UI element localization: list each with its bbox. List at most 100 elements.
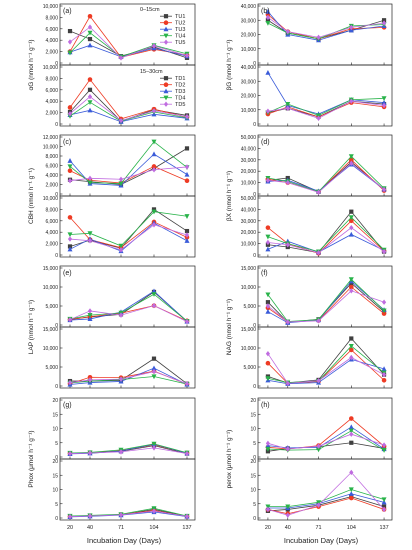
data-point-TD4 xyxy=(265,234,271,240)
legend-label-TU5: TU5 xyxy=(175,40,185,46)
y-tick-label: 0 xyxy=(253,323,256,329)
legend-label-TU4: TU4 xyxy=(175,34,185,40)
data-point-TD5 xyxy=(265,506,271,513)
y-tick-label: 2,000 xyxy=(45,111,58,117)
data-point-TU5 xyxy=(67,450,73,457)
data-point-TU3 xyxy=(87,316,93,322)
y-tick-label: 10 xyxy=(250,488,256,494)
data-point-TD5 xyxy=(265,351,271,357)
data-point-TU4 xyxy=(348,428,354,434)
data-point-TD5 xyxy=(151,508,157,514)
data-point-TD5 xyxy=(265,239,271,246)
data-point-TU5 xyxy=(316,443,321,449)
series-line-TU2 xyxy=(267,286,385,323)
data-point-TU4 xyxy=(151,292,157,297)
legend-label-TD2: TD2 xyxy=(175,83,185,89)
data-point-TD4 xyxy=(348,215,354,221)
data-point-TD2 xyxy=(265,225,271,230)
data-point-TD4 xyxy=(381,96,387,102)
data-point-TU5 xyxy=(265,303,271,309)
y-tick-label: 5 xyxy=(253,502,256,508)
data-point-TU3 xyxy=(87,42,93,48)
data-point-TD3 xyxy=(265,70,271,75)
series-line-TD2 xyxy=(69,217,188,249)
data-point-TU2 xyxy=(349,416,354,421)
y-tick-label: 5,000 xyxy=(45,365,58,371)
subplot-lower: 0 10,000 20,000 30,000 40,000 xyxy=(241,64,393,128)
data-point-TU3 xyxy=(184,171,190,177)
data-point-TD1 xyxy=(151,356,157,361)
data-point-TD5 xyxy=(316,115,321,121)
y-tick-label: 30,000 xyxy=(241,158,257,164)
data-point-TU4 xyxy=(316,447,322,453)
data-point-TD5 xyxy=(184,113,190,120)
data-point-TD3 xyxy=(184,238,190,243)
y-tick-label: 0 xyxy=(55,192,58,198)
data-point-TU5 xyxy=(118,55,124,61)
x-tick-label: 137 xyxy=(182,525,191,531)
y-tick-label: 15,000 xyxy=(241,266,257,272)
y-tick-label: 20,000 xyxy=(241,94,257,100)
data-point-TU4 xyxy=(265,292,271,298)
series-line-TU3 xyxy=(267,280,385,324)
data-point-TU5 xyxy=(316,189,321,195)
data-point-TU5 xyxy=(184,164,190,170)
data-point-TU3 xyxy=(265,309,271,314)
x-tick-label: 104 xyxy=(149,525,158,531)
data-point-TU5 xyxy=(285,446,290,452)
data-point-TD4 xyxy=(348,344,354,349)
data-point-TU4 xyxy=(381,448,387,453)
series-line-TU1 xyxy=(267,282,385,323)
y-tick-label: 6,000 xyxy=(45,88,58,94)
data-point-TD5 xyxy=(349,354,354,361)
data-point-TU3 xyxy=(151,151,157,157)
data-point-TU1 xyxy=(67,28,73,34)
data-point-TU5 xyxy=(381,186,387,193)
data-point-TU4 xyxy=(87,180,93,186)
series-line-TD1 xyxy=(267,337,385,384)
data-point-TU5 xyxy=(349,160,354,166)
data-point-TU5 xyxy=(67,39,73,45)
data-point-TD5 xyxy=(316,502,321,508)
y-tick-label: 40,000 xyxy=(241,4,257,10)
data-point-TU5 xyxy=(316,34,321,41)
y-tick-label: 15 xyxy=(250,473,256,479)
y-tick-label: 8,000 xyxy=(45,207,58,213)
data-point-TD5 xyxy=(151,368,157,375)
data-point-TU3 xyxy=(67,158,73,163)
data-point-TD4 xyxy=(67,232,73,238)
y-tick-label: 15 xyxy=(52,412,58,418)
data-point-TU2 xyxy=(151,164,157,169)
y-tick-label: 50,000 xyxy=(241,135,257,141)
data-point-TU4 xyxy=(265,446,271,452)
series-line-TU3 xyxy=(267,163,385,192)
data-point-TD5 xyxy=(118,512,124,518)
data-point-TU4 xyxy=(67,164,73,170)
data-point-TD3 xyxy=(67,246,73,252)
data-point-TU5 xyxy=(87,308,93,314)
data-point-TD5 xyxy=(151,108,157,114)
data-point-TD4 xyxy=(265,376,271,382)
data-point-TU5 xyxy=(67,316,73,323)
y-tick-label: 10 xyxy=(52,427,58,433)
y-tick-label: 10 xyxy=(52,488,58,494)
y-tick-label: 6,000 xyxy=(45,164,58,170)
y-tick-label: 20 xyxy=(250,398,256,404)
y-axis-title: LAP (nmol h⁻¹ g⁻¹) xyxy=(28,300,35,354)
legend-label-TU2: TU2 xyxy=(175,21,185,27)
y-axis-title: αG (nmol h⁻¹ g⁻¹) xyxy=(28,39,35,90)
data-point-TU5 xyxy=(265,177,271,184)
x-tick-label: 137 xyxy=(379,525,388,531)
plot-frame xyxy=(257,458,393,521)
data-point-TU3 xyxy=(151,288,157,294)
data-point-TD1 xyxy=(67,244,73,249)
legend-marker-TU4 xyxy=(163,33,169,39)
y-tick-label: 20 xyxy=(250,459,256,465)
series-line-TD5 xyxy=(267,100,385,119)
series-line-TU5 xyxy=(267,17,385,38)
y-tick-label: 40,000 xyxy=(241,65,257,71)
legend-title: 0–15cm xyxy=(140,7,160,13)
data-point-TU1 xyxy=(87,36,93,42)
y-tick-label: 4,000 xyxy=(45,99,58,105)
